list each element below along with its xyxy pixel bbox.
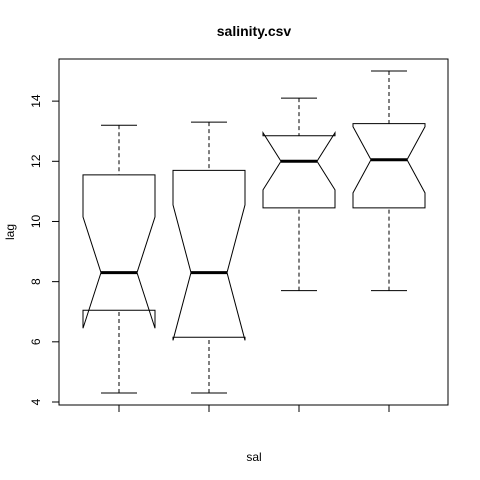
y-tick-label: 12 xyxy=(29,154,43,168)
y-axis: 4 6 8 10 12 14 xyxy=(29,94,60,405)
box-1 xyxy=(82,124,156,394)
y-axis-label: lag xyxy=(3,224,17,240)
y-tick-label: 10 xyxy=(29,214,43,228)
box-body xyxy=(82,174,156,329)
y-tick-label: 14 xyxy=(29,94,43,108)
y-tick-label: 8 xyxy=(29,278,43,285)
box-3 xyxy=(262,97,336,292)
plot-frame xyxy=(58,58,449,406)
x-axis xyxy=(118,404,390,412)
x-axis-label: sal xyxy=(246,450,261,464)
box-2 xyxy=(172,121,246,394)
y-tick-label: 4 xyxy=(29,398,43,405)
chart-title: salinity.csv xyxy=(217,23,292,39)
box-group xyxy=(82,70,426,394)
box-body xyxy=(352,123,426,209)
box-body xyxy=(262,130,336,209)
y-tick-label: 6 xyxy=(29,338,43,345)
box-4 xyxy=(352,70,426,292)
box-body xyxy=(172,169,246,341)
